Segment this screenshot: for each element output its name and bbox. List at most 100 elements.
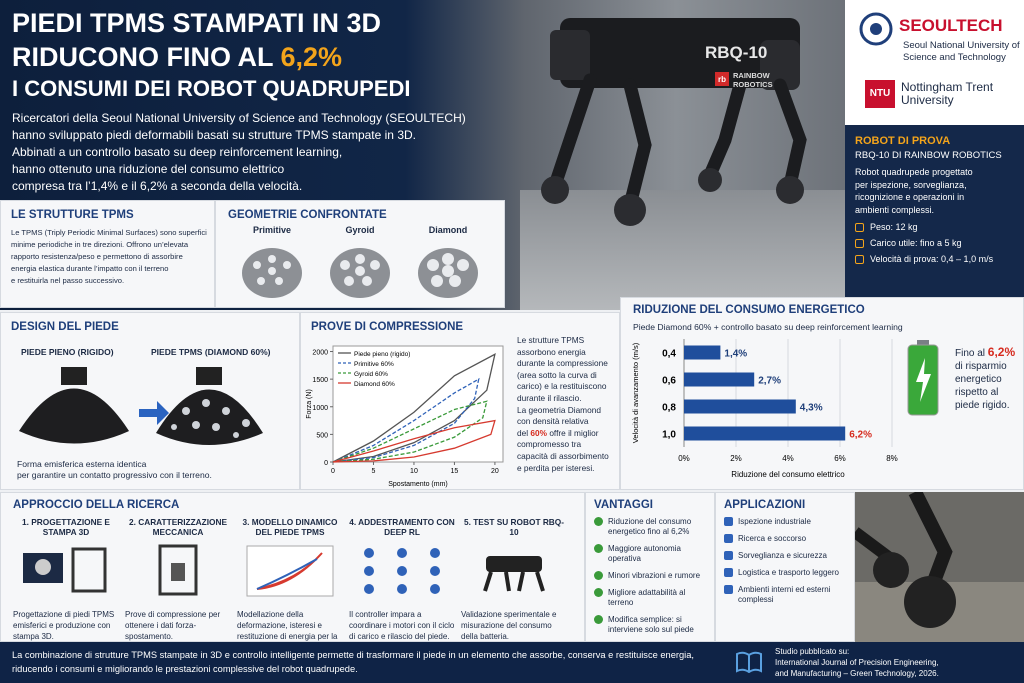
- step-icon-part: [35, 559, 51, 575]
- item-text: Ricerca e soccorso: [738, 534, 807, 543]
- step-icon: [246, 545, 334, 597]
- step-icon-part: [486, 556, 542, 572]
- spec: Peso: 12 kg: [855, 222, 1014, 232]
- x-tick-label: 5: [372, 468, 376, 475]
- step-icon: [483, 556, 545, 592]
- tpms-text: Le TPMS (Triply Periodic Minimal Surface…: [11, 227, 207, 287]
- spec-text: Carico utile: fino a 5 kg: [870, 238, 962, 248]
- title: RIDUCONO FINO AL 6,2%: [12, 40, 410, 74]
- foot-illustration-part-part: [212, 423, 220, 431]
- applications-panel: APPLICAZIONI Ispezione industriale Ricerc…: [715, 492, 855, 642]
- intro: Ricercatori della Seoul National Univers…: [12, 110, 466, 195]
- tpms-line: Le TPMS (Triply Periodic Minimal Surface…: [11, 228, 207, 237]
- spec-icon: [855, 238, 864, 248]
- robot-brand: ROBOTICS: [733, 80, 773, 89]
- step-icon-part: [364, 566, 374, 576]
- geometry-image-part: [340, 260, 350, 270]
- list-item: Maggiore autonomia operativa: [594, 544, 706, 564]
- foot-illustration-part-part: [182, 407, 190, 415]
- seoultech-line: Science and Technology: [903, 52, 1006, 63]
- bar: [684, 372, 755, 387]
- series-line: [332, 377, 480, 463]
- energy-chart: 0% 2% 4% 6% 8% Riduzione del consumo elettric…: [631, 339, 898, 479]
- item-text: Sorveglianza e sicurezza: [738, 551, 827, 560]
- geometry-image-part: [442, 265, 454, 277]
- y-axis-label: Velocità di avanzamento (m/s): [631, 342, 640, 443]
- battery-icon: [907, 340, 939, 416]
- footer-line: La combinazione di strutture TPMS stampa…: [12, 650, 694, 660]
- foot-photo: [855, 492, 1024, 642]
- step-icon-part: [483, 571, 545, 592]
- geometry-image-part: [370, 260, 380, 270]
- geometry: Primitive: [232, 225, 312, 304]
- spec-icon: [855, 254, 864, 264]
- bullet: [594, 517, 603, 526]
- battery-icon-part: [917, 340, 929, 346]
- advantages-panel: VANTAGGI Riduzione del consumo energetic…: [585, 492, 715, 642]
- seoultech-emblem: [859, 12, 893, 46]
- series-line: [332, 419, 496, 463]
- foot-illustration-part-part: [171, 424, 177, 430]
- robot-illustration-part: [548, 73, 807, 212]
- title-highlight: 6,2%: [280, 42, 343, 72]
- ntu-badge: NTU: [865, 80, 895, 108]
- category-label: 0,8: [662, 403, 676, 414]
- note-line: carico) e la restituiscono: [517, 381, 607, 392]
- compression-chart: 0 500 1000 1500 2000 0 5 10 15 20 Spostamento (mm)…: [306, 345, 504, 488]
- robot-illustration-part: [760, 40, 800, 90]
- step-icon-part: [430, 566, 440, 576]
- study-line: and Manufacturing – Green Technology, 20…: [775, 669, 939, 678]
- note-line: durante la compressione: [517, 358, 608, 369]
- robot-illustration-part-part: [703, 78, 747, 182]
- step-icon-part: [430, 584, 440, 594]
- list-item: Ispezione industriale: [724, 517, 846, 527]
- item-text: Minori vibrazioni e rumore: [608, 571, 701, 580]
- ntu-line: Nottingham Trent: [901, 80, 994, 94]
- robot-brand: RAINBOW: [733, 71, 771, 80]
- study-line: International Journal of Precision Engin…: [775, 658, 939, 667]
- test-robot: ROBOT DI PROVA RBQ-10 DI RAINBOW ROBOTIC…: [845, 125, 1024, 297]
- item-text: Modifica semplice: si interviene solo su…: [608, 615, 694, 634]
- compression-notes: Le strutture TPMS assorbono energia durant…: [517, 335, 609, 474]
- legend-label: Diamond 60%: [354, 381, 395, 388]
- x-tick-label: 6%: [834, 454, 846, 463]
- step: 5. TEST SU ROBOT RBQ-10 Validazione speri…: [461, 517, 567, 653]
- robot-illustration: RBQ-10 rb RAINBOW ROBOTICS: [541, 18, 807, 226]
- geometry-image-part: [268, 255, 276, 263]
- side-note-lead: Fino al 6,2%: [955, 346, 1015, 360]
- step-icon-part: [364, 584, 374, 594]
- intro-line: Ricercatori della Seoul National Univers…: [12, 111, 466, 125]
- y-tick-label: 1000: [312, 405, 328, 412]
- geometry-label: Primitive: [252, 225, 292, 235]
- robot-model: RBQ-10: [705, 43, 767, 62]
- test-robot-desc-line: ambienti complessi.: [855, 204, 935, 215]
- y-tick-label: 500: [316, 432, 328, 439]
- test-robot-desc-line: per ispezione, sorveglianza,: [855, 179, 967, 190]
- note-part: 60%: [530, 427, 547, 438]
- robot-illustration-part-part: [548, 73, 597, 192]
- robot-illustration-part-part: [541, 176, 569, 204]
- step-icon: [23, 547, 107, 593]
- spec: Carico utile: fino a 5 kg: [855, 238, 1014, 248]
- step-title: 1. PROGETTAZIONE E STAMPA 3D: [22, 517, 110, 537]
- step-desc: Prove di compressione per ottenere i dat…: [125, 610, 221, 641]
- bullet: [724, 534, 733, 543]
- test-robot-title: ROBOT DI PROVA: [855, 135, 951, 147]
- seoultech-emblem-part: [859, 12, 893, 46]
- y-tick-label: 0: [324, 460, 328, 467]
- section-title: APPROCCIO DELLA RICERCA: [13, 499, 180, 511]
- section-title: RIDUZIONE DEL CONSUMO ENERGETICO: [633, 304, 865, 316]
- section-title: PROVE DI COMPRESSIONE: [311, 321, 464, 333]
- energy-subtitle: Piede Diamond 60% + controllo basato su …: [633, 322, 903, 332]
- logos: SEOULTECH Seoul National University of Sc…: [845, 0, 1024, 125]
- step: 4. ADDESTRAMENTO CON DEEP RL Il controlle…: [349, 517, 455, 653]
- x-tick-label: 2%: [730, 454, 742, 463]
- step-icon-part: [397, 548, 407, 558]
- legend-label: Gyroid 60%: [354, 371, 388, 378]
- advantages-list: Riduzione del consumo energetico fino al…: [594, 517, 706, 635]
- step-icon: [158, 544, 198, 596]
- bar: [684, 345, 721, 360]
- x-tick-label: 4%: [782, 454, 794, 463]
- item-text: Riduzione del consumo energetico fino al…: [608, 517, 692, 536]
